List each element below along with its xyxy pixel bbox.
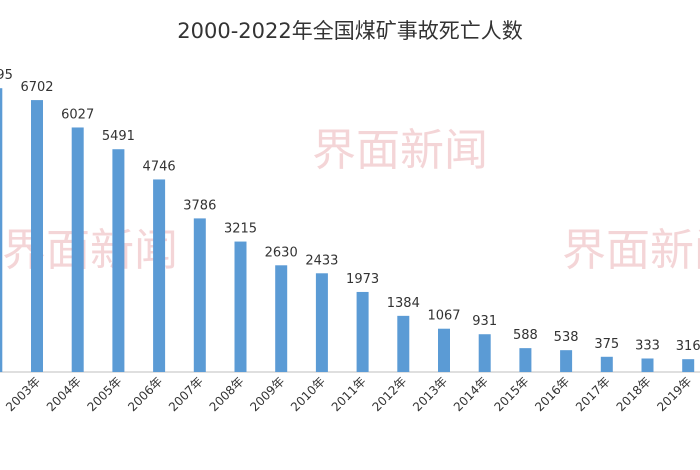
watermark: 界面新闻	[312, 125, 488, 176]
bar	[438, 328, 450, 372]
bar	[519, 348, 532, 372]
value-label: 1973	[346, 272, 379, 287]
value-label: 931	[472, 314, 497, 329]
value-label: 4746	[143, 159, 176, 174]
value-label: 333	[635, 338, 660, 353]
value-label: 5491	[102, 129, 135, 144]
bar	[193, 218, 206, 372]
value-label: 316	[676, 339, 700, 354]
bar	[112, 149, 125, 372]
watermark: 界面新闻	[2, 225, 178, 276]
value-label: 588	[513, 328, 538, 343]
value-label: 3786	[183, 198, 216, 213]
value-label: 6995	[0, 68, 13, 83]
value-label: 538	[554, 330, 579, 345]
value-label: 3215	[224, 222, 257, 237]
bar	[234, 241, 247, 372]
bar	[315, 273, 328, 372]
bar	[560, 350, 573, 372]
value-label: 375	[594, 337, 619, 352]
value-label: 1384	[387, 296, 420, 311]
value-label: 6702	[20, 80, 53, 95]
bar	[682, 359, 695, 372]
value-label: 1067	[427, 309, 460, 324]
bar	[641, 358, 654, 372]
bar	[397, 315, 410, 372]
chart-title: 2000-2022年全国煤矿事故死亡人数	[177, 19, 522, 43]
value-label: 2433	[305, 253, 338, 268]
bar	[478, 334, 491, 372]
bar	[356, 291, 369, 372]
value-label: 2630	[265, 245, 298, 260]
value-label: 6027	[61, 107, 94, 122]
bar	[71, 127, 84, 372]
bar	[0, 88, 3, 373]
bar	[275, 265, 288, 372]
bar	[31, 100, 43, 373]
bar	[600, 356, 613, 372]
bar	[153, 179, 166, 372]
watermark: 界面新闻	[562, 225, 700, 276]
